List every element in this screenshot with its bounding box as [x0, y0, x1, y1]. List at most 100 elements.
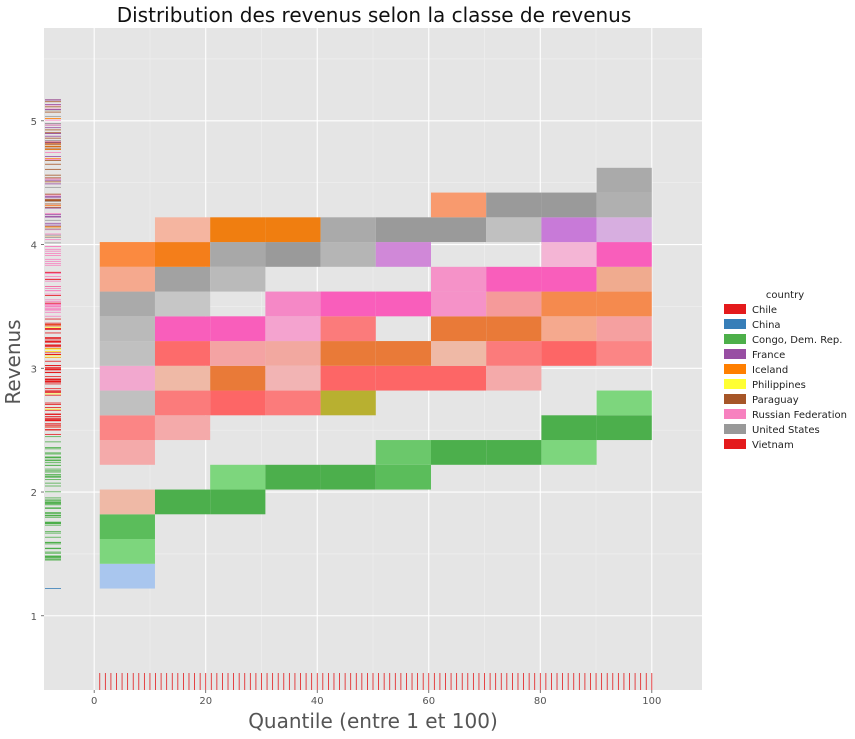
- legend-swatch: [724, 424, 746, 434]
- legend-swatch: [724, 364, 746, 374]
- x-tick-label: 0: [91, 696, 97, 707]
- heatmap-cell: [99, 316, 155, 342]
- heatmap-cell: [596, 242, 652, 267]
- x-axis-label: Quantile (entre 1 et 100): [248, 709, 498, 733]
- legend: country Chile China Congo, Dem. Rep. France…: [724, 290, 847, 451]
- heatmap-cell: [99, 489, 155, 515]
- heatmap-cell: [596, 390, 652, 416]
- heatmap-cell: [320, 341, 376, 366]
- heatmap-cell: [210, 217, 266, 243]
- heatmap-cell: [320, 242, 376, 267]
- legend-label: Chile: [752, 305, 777, 316]
- y-tick-label: 1: [31, 612, 37, 623]
- heatmap-cell: [596, 316, 652, 342]
- legend-swatch: [724, 394, 746, 404]
- heatmap-cell: [486, 217, 542, 243]
- heatmap-cell: [486, 291, 542, 317]
- heatmap-cell: [265, 464, 321, 490]
- y-tick-label: 4: [31, 241, 37, 252]
- heatmap-cell: [154, 266, 211, 292]
- legend-label: Iceland: [752, 365, 788, 376]
- heatmap-cell: [430, 365, 487, 391]
- x-tick-label: 60: [422, 696, 435, 707]
- heatmap-cell: [541, 217, 597, 243]
- heatmap-cell: [596, 266, 652, 292]
- heatmap-cell: [541, 192, 597, 218]
- heatmap-cell: [320, 217, 376, 243]
- heatmap-cell: [154, 415, 211, 441]
- heatmap-cell: [375, 341, 431, 366]
- y-rug: [45, 99, 61, 589]
- legend-title: country: [766, 290, 804, 301]
- legend-swatch: [724, 334, 746, 344]
- heatmap-cell: [265, 365, 321, 391]
- legend-swatch: [724, 409, 746, 419]
- heatmap-cell: [154, 316, 211, 342]
- heatmap-cell: [154, 489, 211, 515]
- y-tick-label: 2: [31, 488, 37, 499]
- heatmap-cell: [375, 242, 431, 267]
- heatmap-cell: [486, 341, 542, 366]
- heatmap-cell: [99, 390, 155, 416]
- heatmap-cell: [99, 514, 155, 540]
- heatmap-cell: [99, 365, 155, 391]
- chart-title: Distribution des revenus selon la classe…: [117, 3, 632, 27]
- heatmap-cell: [375, 365, 431, 391]
- legend-label: Russian Federation: [752, 410, 847, 421]
- heatmap-cell: [265, 242, 321, 267]
- heatmap-cell: [99, 415, 155, 441]
- legend-label: Paraguay: [752, 395, 799, 406]
- axis-ticks: 0 20 40 60 80 100 1 2 3 4 5: [31, 117, 662, 707]
- heatmap-cell: [541, 242, 597, 267]
- heatmap-cell: [265, 316, 321, 342]
- heatmap-cell: [541, 415, 597, 441]
- heatmap-cell: [375, 440, 431, 465]
- heatmap-cell: [265, 291, 321, 317]
- heatmap-cell: [541, 341, 597, 366]
- heatmap-cell: [99, 242, 155, 267]
- legend-label: Vietnam: [752, 440, 794, 451]
- y-axis-label: Revenus: [1, 319, 25, 404]
- legend-label: France: [752, 350, 785, 361]
- heatmap-cell: [430, 291, 487, 317]
- heatmap-cell: [210, 316, 266, 342]
- legend-label: Philippines: [752, 380, 806, 391]
- heatmap-cell: [375, 291, 431, 317]
- heatmap-cell: [320, 316, 376, 342]
- y-tick-label: 5: [31, 117, 37, 128]
- heatmap-cell: [541, 266, 597, 292]
- heatmap-cell: [320, 390, 376, 416]
- heatmap-cell: [430, 266, 487, 292]
- heatmap-cell: [210, 365, 266, 391]
- heatmap-cell: [265, 341, 321, 366]
- heatmap-cell: [596, 217, 652, 243]
- heatmap-cell: [99, 266, 155, 292]
- heatmap-cell: [154, 341, 211, 366]
- heatmap-cell: [486, 365, 542, 391]
- heatmap-cells: [99, 167, 652, 589]
- heatmap-cell: [430, 217, 487, 243]
- heatmap-cell: [154, 217, 211, 243]
- legend-label: United States: [752, 425, 820, 436]
- heatmap-cell: [430, 440, 487, 465]
- heatmap-cell: [430, 341, 487, 366]
- heatmap-cell: [486, 266, 542, 292]
- heatmap-cell: [210, 266, 266, 292]
- heatmap-cell: [210, 464, 266, 490]
- heatmap-cell: [596, 291, 652, 317]
- heatmap-cell: [154, 291, 211, 317]
- y-tick-label: 3: [31, 364, 37, 375]
- heatmap-cell: [210, 390, 266, 416]
- heatmap-cell: [541, 440, 597, 465]
- legend-swatch: [724, 349, 746, 359]
- legend-swatch: [724, 439, 746, 449]
- heatmap-cell: [154, 242, 211, 267]
- legend-label: China: [752, 320, 781, 331]
- heatmap-cell: [320, 365, 376, 391]
- heatmap-cell: [210, 341, 266, 366]
- heatmap-cell: [596, 415, 652, 441]
- legend-swatch: [724, 319, 746, 329]
- legend-label: Congo, Dem. Rep.: [752, 335, 842, 346]
- heatmap-cell: [154, 390, 211, 416]
